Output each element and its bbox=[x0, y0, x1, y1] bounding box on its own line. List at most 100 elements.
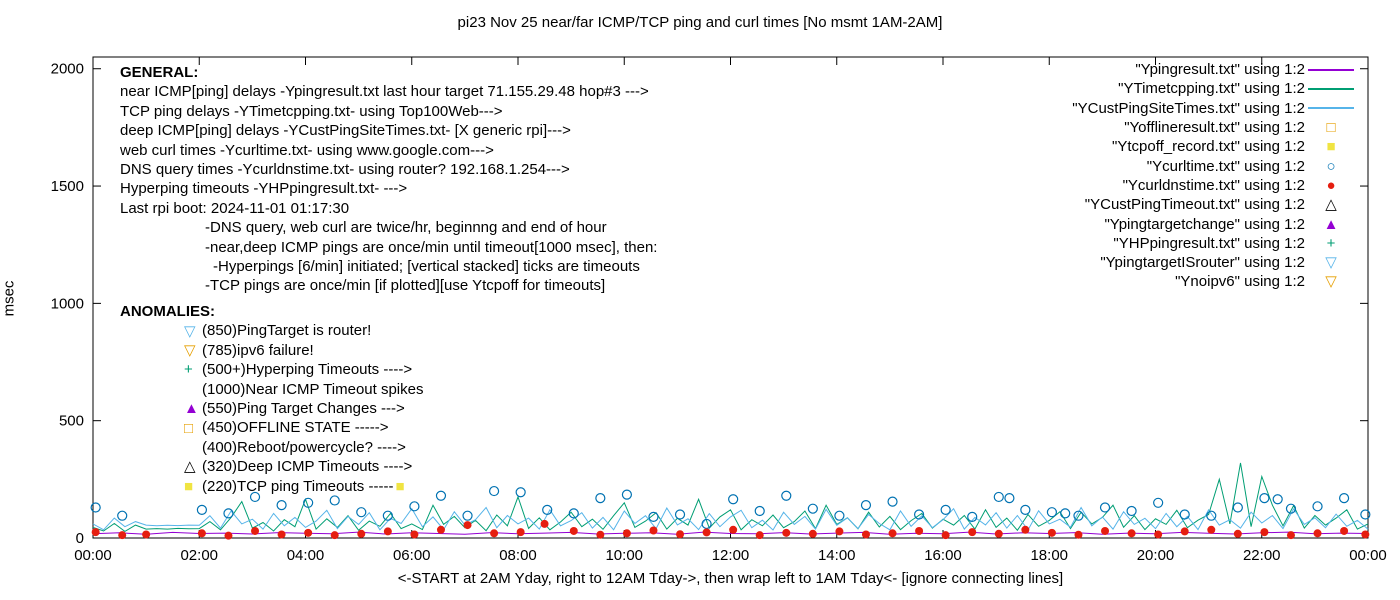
point-Ycurltime.txt bbox=[488, 485, 500, 497]
point-Ycurltime.txt bbox=[595, 493, 606, 504]
anomaly-row: ▽ (850)PingTarget is router! bbox=[120, 321, 423, 340]
square-open-icon: □ bbox=[1326, 119, 1336, 137]
point-Ycurltime.txt bbox=[1153, 497, 1164, 508]
point-Ycurltime.txt bbox=[967, 511, 978, 522]
y-tick-label: 0 bbox=[76, 530, 84, 547]
point-Ycurltime.txt bbox=[223, 508, 234, 519]
anomaly-text: (220)TCP ping Timeouts ----- bbox=[202, 477, 394, 495]
point-Ycurltime.txt bbox=[303, 497, 314, 508]
legend-label: "YHPpingresult.txt" using 1:2 bbox=[1113, 234, 1305, 252]
point-Ycurltime.txt bbox=[834, 510, 845, 521]
triangle-up-open-icon: △ bbox=[1325, 196, 1337, 214]
point-Ycurltime.txt bbox=[1060, 508, 1071, 519]
point-Ycurldnstime.txt bbox=[1074, 530, 1083, 539]
point-Ycurldnstime.txt bbox=[1361, 530, 1370, 539]
point-Ycurldnstime.txt bbox=[569, 526, 578, 535]
point-Ycurldnstime.txt bbox=[941, 531, 950, 540]
legend-item: "YTimetcpping.txt" using 1:2 bbox=[1072, 79, 1357, 98]
point-Ycurltime.txt bbox=[249, 491, 261, 503]
point-Ycurldnstime.txt bbox=[1127, 529, 1136, 538]
y-tick-label: 2000 bbox=[51, 61, 84, 78]
anomaly-text: (785)ipv6 failure! bbox=[202, 341, 314, 359]
legend-item: "YCustPingSiteTimes.txt" using 1:2 bbox=[1072, 99, 1357, 118]
anomaly-row: ▽ (785)ipv6 failure! bbox=[120, 341, 423, 360]
point-Ycurldnstime.txt bbox=[755, 531, 764, 540]
anomaly-row: (400)Reboot/powercycle? ----> bbox=[120, 438, 423, 457]
y-tick-label: 500 bbox=[59, 413, 84, 430]
legend-item: "Ycurldnstime.txt" using 1:2 ● bbox=[1072, 176, 1357, 195]
general-note-line: DNS query times -Ycurldnstime.txt- using… bbox=[120, 161, 570, 179]
point-Ycurltime.txt bbox=[568, 508, 579, 519]
point-Ycurldnstime.txt bbox=[197, 529, 206, 538]
plus-icon: + bbox=[184, 361, 193, 379]
point-Ycurldnstime.txt bbox=[915, 526, 924, 535]
point-Ycurltime.txt bbox=[1126, 505, 1137, 517]
x-tick-label: 00:00 bbox=[1349, 547, 1387, 564]
triangle-down-icon: ▽ bbox=[1325, 254, 1337, 272]
point-Ycurltime.txt bbox=[754, 505, 765, 517]
line-sample-icon bbox=[1305, 107, 1357, 110]
square-filled-icon: ■ bbox=[1326, 138, 1336, 156]
general-note-line: Last rpi boot: 2024-11-01 01:17:30 bbox=[120, 199, 350, 217]
triangle-up-open-icon: △ bbox=[184, 458, 196, 476]
point-Ycurltime.txt bbox=[1046, 507, 1058, 518]
general-heading: GENERAL: bbox=[120, 64, 199, 81]
point-Ycurldnstime.txt bbox=[968, 528, 977, 537]
plus-icon: + bbox=[1326, 234, 1336, 252]
anomaly-row: △ (320)Deep ICMP Timeouts ----> bbox=[120, 457, 423, 476]
point-Ycurldnstime.txt bbox=[436, 525, 445, 534]
point-Ycurltime.txt bbox=[1206, 510, 1217, 521]
point-Ycurltime.txt bbox=[462, 510, 473, 521]
legend-label: "Ynoipv6" using 1:2 bbox=[1175, 273, 1305, 291]
point-Ycurldnstime.txt bbox=[861, 530, 870, 539]
anomaly-text: (1000)Near ICMP Timeout spikes bbox=[202, 380, 424, 398]
point-Ycurltime.txt bbox=[940, 504, 951, 515]
general-note-line: -TCP pings are once/min [if plotted][use… bbox=[205, 277, 606, 295]
point-Ycurltime.txt bbox=[728, 494, 739, 505]
point-Ycurltime.txt bbox=[196, 504, 208, 515]
anomaly-row: (1000)Near ICMP Timeout spikes bbox=[120, 380, 423, 399]
point-Ycurldnstime.txt bbox=[1313, 529, 1322, 538]
point-Ycurltime.txt bbox=[1259, 493, 1270, 504]
point-Ycurldnstime.txt bbox=[596, 530, 605, 539]
point-Ycurldnstime.txt bbox=[1260, 528, 1269, 537]
point-Ycurltime.txt bbox=[993, 491, 1004, 503]
triangle-down-icon: ▽ bbox=[1325, 273, 1337, 291]
point-Ycurltime.txt bbox=[515, 487, 526, 498]
point-Ycurldnstime.txt bbox=[994, 529, 1003, 538]
anomaly-text: (850)PingTarget is router! bbox=[202, 322, 372, 340]
point-Ycurldnstime.txt bbox=[1233, 529, 1242, 538]
legend-label: "Yofflineresult.txt" using 1:2 bbox=[1124, 119, 1305, 137]
point-Ycurltime.txt bbox=[1099, 502, 1111, 513]
point-Ycurldnstime.txt bbox=[330, 531, 339, 540]
point-Ycurldnstime.txt bbox=[1286, 531, 1295, 540]
anomalies-heading: ANOMALIES: bbox=[120, 303, 215, 320]
x-tick-label: 16:00 bbox=[924, 547, 962, 564]
legend-label: "Ypingtargetchange" using 1:2 bbox=[1104, 215, 1305, 233]
point-Ycurldnstime.txt bbox=[516, 528, 525, 537]
point-Ycurldnstime.txt bbox=[702, 528, 711, 537]
square-filled-icon: ■ bbox=[184, 477, 194, 495]
point-Ycurldnstime.txt bbox=[1180, 527, 1189, 536]
x-axis-label: <-START at 2AM Yday, right to 12AM Tday-… bbox=[397, 570, 1064, 587]
point-Ycurldnstime.txt bbox=[835, 527, 844, 536]
chart-title: pi23 Nov 25 near/far ICMP/TCP ping and c… bbox=[457, 14, 943, 31]
circle-filled-icon: ● bbox=[1326, 176, 1336, 194]
x-tick-label: 06:00 bbox=[393, 547, 431, 564]
point-Ycurldnstime.txt bbox=[540, 519, 549, 528]
point-Ycurldnstime.txt bbox=[1047, 528, 1056, 537]
anomaly-text: (320)Deep ICMP Timeouts ----> bbox=[202, 458, 413, 476]
point-Ycurldnstime.txt bbox=[729, 525, 738, 534]
legend-label: "Ytcpoff_record.txt" using 1:2 bbox=[1112, 138, 1305, 156]
general-notes-block: GENERAL: near ICMP[ping] delays -Ypingre… bbox=[120, 63, 657, 296]
point-Ycurldnstime.txt bbox=[622, 529, 631, 538]
legend-item: "Ynoipv6" using 1:2 ▽ bbox=[1072, 272, 1357, 291]
point-Ycurldnstime.txt bbox=[118, 531, 127, 540]
legend-item: "YpingtargetISrouter" using 1:2 ▽ bbox=[1072, 253, 1357, 272]
legend-item: "YCustPingTimeout.txt" using 1:2 △ bbox=[1072, 195, 1357, 214]
legend-item: "Ypingresult.txt" using 1:2 bbox=[1072, 60, 1357, 79]
point-Ycurltime.txt bbox=[1272, 494, 1283, 505]
x-tick-label: 14:00 bbox=[818, 547, 856, 564]
point-Ycurldnstime.txt bbox=[142, 530, 151, 539]
